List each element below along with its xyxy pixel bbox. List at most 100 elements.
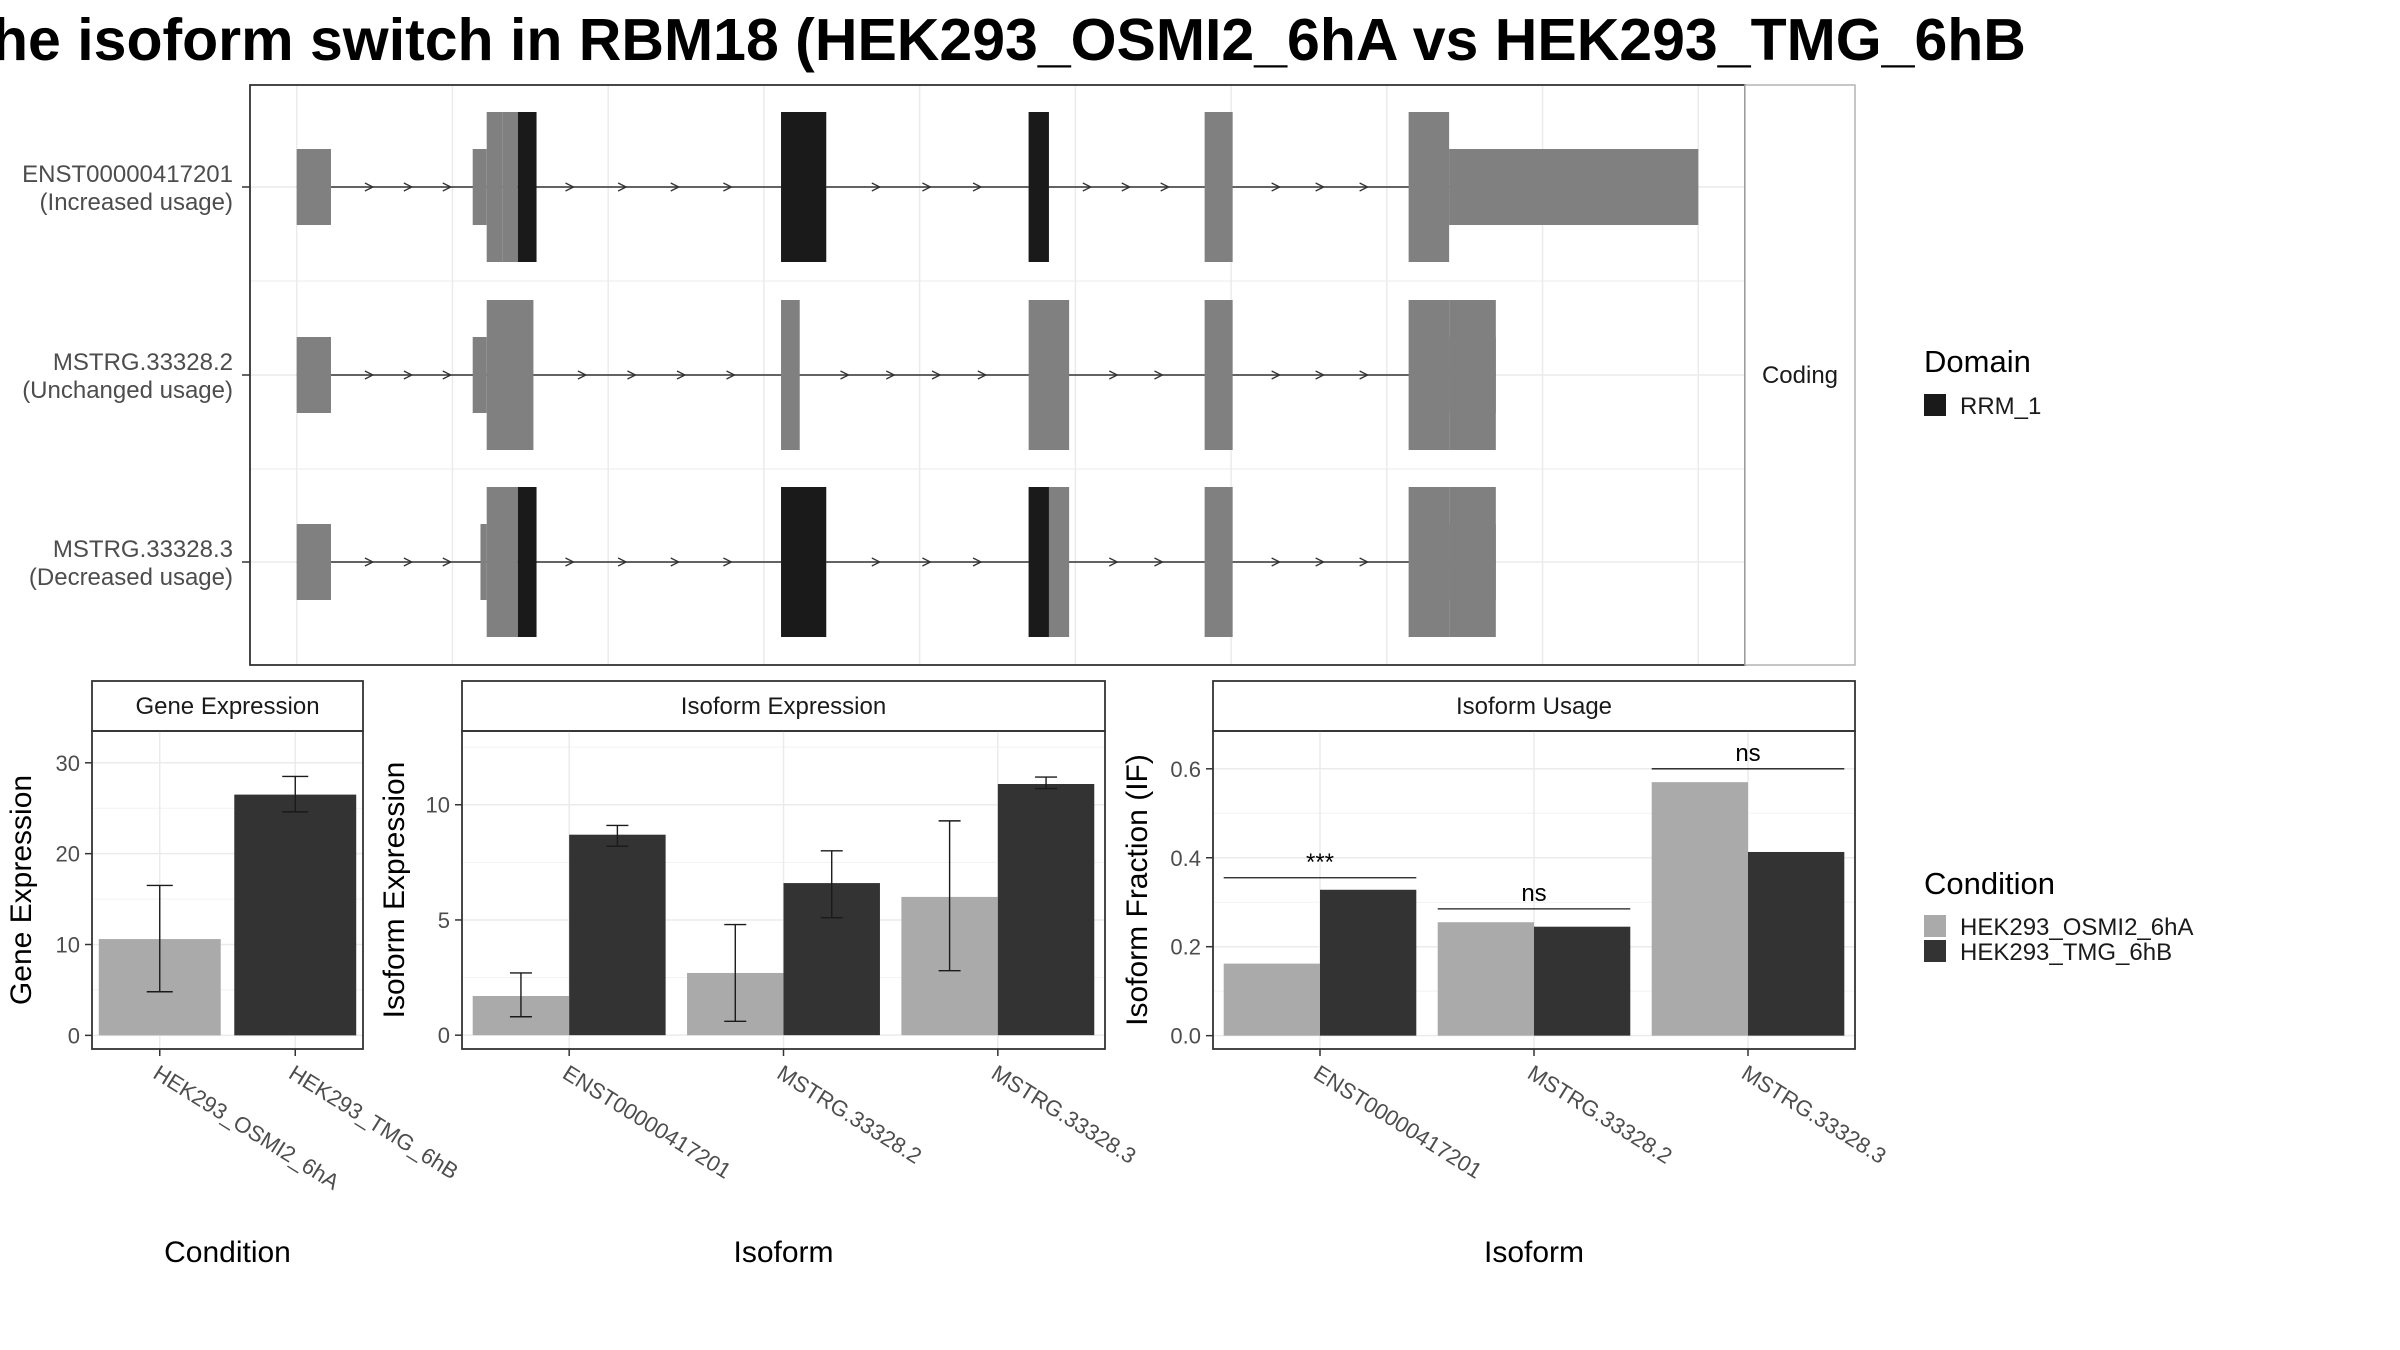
intron-arrow (670, 557, 681, 567)
exon (296, 149, 331, 225)
bar (1437, 922, 1534, 1036)
intron-arrow (442, 370, 453, 380)
y-tick-label: 0.6 (1170, 757, 1201, 782)
x-axis-title: Isoform (733, 1236, 833, 1269)
intron-arrow (1082, 182, 1093, 192)
intron-arrow (1121, 182, 1132, 192)
exon (1408, 487, 1450, 637)
intron-arrow (364, 557, 375, 567)
legend-condition-title: Condition (1924, 866, 2055, 901)
y-axis-title: Isoform Expression (378, 762, 411, 1019)
y-tick-label: 5 (438, 908, 450, 933)
intron-arrow (617, 182, 628, 192)
intron-arrow (922, 182, 932, 192)
intron-arrow (1315, 557, 1326, 567)
intron-arrow (670, 182, 681, 192)
panel-strip (91, 680, 364, 732)
x-tick-label: MSTRG.33328.3 (1737, 1060, 1890, 1169)
panel-strip-label: Isoform Usage (1456, 693, 1612, 720)
intron-arrow (972, 182, 983, 192)
domain-rrm1 (1028, 112, 1049, 262)
y-tick-label: 10 (56, 933, 80, 958)
exon (486, 112, 503, 262)
intron-arrow (565, 557, 575, 567)
domain-rrm1 (781, 487, 827, 637)
facet-strip (1744, 84, 1856, 666)
y-tick-label: 0.0 (1170, 1024, 1201, 1049)
bar (1748, 851, 1845, 1036)
usage-label: (Increased usage) (40, 189, 233, 216)
x-tick-label: MSTRG.33328.3 (987, 1060, 1140, 1169)
isoform-usage-panel: Isoform Usage *** ns ns 0.0 0.2 0.4 0.6 ENST0000… (1121, 680, 1891, 1269)
intron-arrow (1359, 370, 1370, 380)
exon (296, 337, 331, 413)
intron-arrow (403, 557, 414, 567)
intron-arrow (871, 557, 882, 567)
usage-label: (Decreased usage) (29, 564, 233, 591)
panel-strip (461, 680, 1106, 732)
intron-arrow (972, 557, 983, 567)
intron-arrow (1160, 182, 1171, 192)
legend-label: HEK293_OSMI2_6hA (1960, 914, 2193, 941)
intron-arrow (617, 557, 628, 567)
usage-label: (Unchanged usage) (22, 377, 233, 404)
intron-arrow (676, 370, 687, 380)
x-tick-label: ENST00000417201 (559, 1060, 736, 1184)
exon (781, 300, 800, 450)
intron-arrow (1109, 370, 1119, 380)
utr-exon (472, 337, 487, 413)
utr-exon (472, 149, 487, 225)
exon (502, 112, 518, 262)
exon (1204, 300, 1233, 450)
x-tick-label: ENST00000417201 (1309, 1060, 1486, 1184)
panel-strip-label: Isoform Expression (681, 693, 886, 720)
panel-strip-label: Gene Expression (135, 693, 319, 720)
exon (1449, 149, 1699, 225)
exon (1028, 300, 1070, 450)
intron-arrow (1315, 370, 1326, 380)
intron-arrow (1271, 370, 1282, 380)
legend-key (1924, 394, 1946, 416)
y-tick-label: 10 (426, 793, 450, 818)
y-tick-label: 30 (56, 751, 80, 776)
intron-arrow (723, 182, 733, 192)
intron-arrow (577, 370, 588, 380)
domain-rrm1 (517, 487, 537, 637)
y-tick-label: 0.4 (1170, 846, 1201, 871)
y-axis-title: Isoform Fraction (IF) (1121, 754, 1154, 1026)
x-axis-title: Isoform (1484, 1236, 1584, 1269)
x-tick-label: MSTRG.33328.2 (1523, 1060, 1676, 1169)
legend-label: HEK293_TMG_6hB (1960, 939, 2172, 966)
exon (1449, 487, 1496, 637)
significance-label: *** (1306, 849, 1334, 876)
exon (296, 524, 331, 600)
bar (234, 794, 357, 1036)
intron-arrow (1359, 182, 1370, 192)
intron-arrow (886, 370, 896, 380)
exon (1408, 300, 1450, 450)
significance-label: ns (1735, 740, 1760, 767)
y-tick-label: 20 (56, 842, 80, 867)
intron-arrow (1271, 557, 1282, 567)
domain-rrm1 (781, 112, 827, 262)
exon (486, 300, 534, 450)
transcript-label: ENST00000417201 (22, 161, 233, 188)
legends: Domain RRM_1 Condition HEK293_OSMI2_6hAHEK2… (1924, 344, 2193, 966)
panel-border (91, 730, 364, 1050)
intron-arrow (364, 370, 375, 380)
y-tick-label: 0.2 (1170, 935, 1201, 960)
intron-arrow (1109, 557, 1119, 567)
exon (1408, 112, 1450, 262)
exon (1204, 487, 1233, 637)
intron-arrow (565, 182, 575, 192)
x-tick-label: MSTRG.33328.2 (773, 1060, 926, 1169)
intron-arrow (1154, 370, 1164, 380)
legend-key (1924, 940, 1946, 962)
bar (1651, 782, 1748, 1036)
legend-label: RRM_1 (1960, 393, 2041, 420)
transcript-label: MSTRG.33328.2 (53, 349, 233, 376)
facet-strip-label: Coding (1762, 362, 1838, 389)
intron-arrow (403, 182, 414, 192)
figure-title: he isoform switch in RBM18 (HEK293_OSMI2… (0, 7, 2026, 73)
intron-arrow (1315, 182, 1326, 192)
